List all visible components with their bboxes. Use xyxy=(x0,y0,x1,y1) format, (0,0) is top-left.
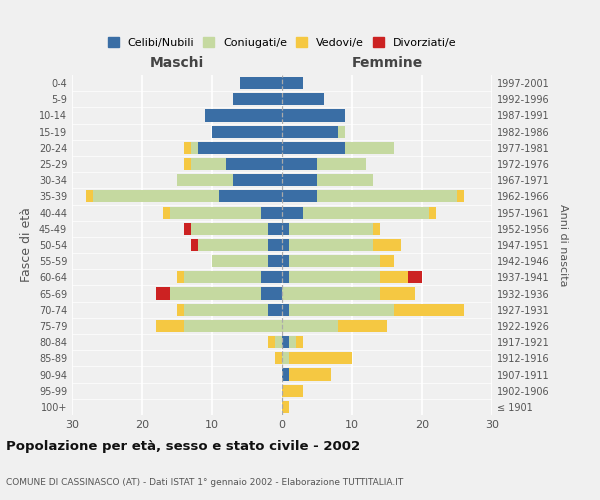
Y-axis label: Fasce di età: Fasce di età xyxy=(20,208,33,282)
Bar xyxy=(282,239,289,251)
Bar xyxy=(268,239,282,251)
Bar xyxy=(282,320,338,332)
Bar xyxy=(198,239,268,251)
Bar xyxy=(338,320,387,332)
Bar xyxy=(170,288,261,300)
Bar xyxy=(261,288,282,300)
Bar xyxy=(282,304,289,316)
Bar xyxy=(184,320,282,332)
Bar xyxy=(282,255,289,268)
Bar xyxy=(282,222,289,235)
Bar xyxy=(177,174,233,186)
Bar xyxy=(191,158,226,170)
Bar xyxy=(457,190,464,202)
Bar xyxy=(289,368,331,380)
Bar xyxy=(380,288,415,300)
Bar xyxy=(268,255,282,268)
Bar xyxy=(289,222,373,235)
Bar xyxy=(282,352,289,364)
Bar xyxy=(268,304,282,316)
Bar xyxy=(345,142,394,154)
Bar xyxy=(394,304,464,316)
Bar xyxy=(219,190,282,202)
Bar xyxy=(212,126,282,138)
Bar xyxy=(212,255,268,268)
Bar xyxy=(282,190,317,202)
Bar xyxy=(226,158,282,170)
Bar xyxy=(289,272,380,283)
Bar xyxy=(233,174,282,186)
Bar xyxy=(373,222,380,235)
Bar xyxy=(317,190,457,202)
Bar xyxy=(296,336,303,348)
Bar xyxy=(282,368,289,380)
Text: COMUNE DI CASSINASCO (AT) - Dati ISTAT 1° gennaio 2002 - Elaborazione TUTTITALIA: COMUNE DI CASSINASCO (AT) - Dati ISTAT 1… xyxy=(6,478,403,487)
Bar xyxy=(282,77,303,89)
Bar xyxy=(303,206,429,218)
Bar xyxy=(282,206,303,218)
Text: Maschi: Maschi xyxy=(150,56,204,70)
Bar xyxy=(289,239,373,251)
Bar xyxy=(282,401,289,413)
Bar xyxy=(289,255,380,268)
Bar xyxy=(177,272,184,283)
Bar xyxy=(282,142,345,154)
Bar xyxy=(191,239,198,251)
Bar xyxy=(282,272,289,283)
Text: Popolazione per età, sesso e stato civile - 2002: Popolazione per età, sesso e stato civil… xyxy=(6,440,360,453)
Bar xyxy=(163,206,170,218)
Bar xyxy=(282,384,303,397)
Bar xyxy=(261,272,282,283)
Bar xyxy=(86,190,93,202)
Bar xyxy=(93,190,219,202)
Bar xyxy=(240,77,282,89)
Bar xyxy=(429,206,436,218)
Bar xyxy=(282,158,317,170)
Bar xyxy=(380,255,394,268)
Bar xyxy=(317,158,366,170)
Bar xyxy=(373,239,401,251)
Bar xyxy=(261,206,282,218)
Bar xyxy=(317,174,373,186)
Bar xyxy=(282,110,345,122)
Legend: Celibi/Nubili, Coniugati/e, Vedovi/e, Divorziati/e: Celibi/Nubili, Coniugati/e, Vedovi/e, Di… xyxy=(103,33,461,52)
Bar xyxy=(268,336,275,348)
Bar xyxy=(184,158,191,170)
Bar xyxy=(289,304,394,316)
Bar xyxy=(338,126,345,138)
Bar xyxy=(177,304,184,316)
Bar xyxy=(282,288,380,300)
Bar xyxy=(184,304,268,316)
Bar xyxy=(205,110,282,122)
Bar xyxy=(289,336,296,348)
Bar xyxy=(275,336,282,348)
Bar xyxy=(233,93,282,106)
Bar xyxy=(156,288,170,300)
Bar xyxy=(282,93,324,106)
Y-axis label: Anni di nascita: Anni di nascita xyxy=(558,204,568,286)
Bar xyxy=(191,222,268,235)
Bar xyxy=(282,126,338,138)
Bar xyxy=(198,142,282,154)
Bar xyxy=(380,272,408,283)
Bar xyxy=(268,222,282,235)
Bar xyxy=(275,352,282,364)
Bar xyxy=(184,142,191,154)
Bar xyxy=(191,142,198,154)
Bar xyxy=(184,222,191,235)
Text: Femmine: Femmine xyxy=(352,56,422,70)
Bar xyxy=(282,174,317,186)
Bar xyxy=(184,272,261,283)
Bar xyxy=(170,206,261,218)
Bar xyxy=(282,336,289,348)
Bar xyxy=(156,320,184,332)
Bar xyxy=(408,272,422,283)
Bar xyxy=(289,352,352,364)
